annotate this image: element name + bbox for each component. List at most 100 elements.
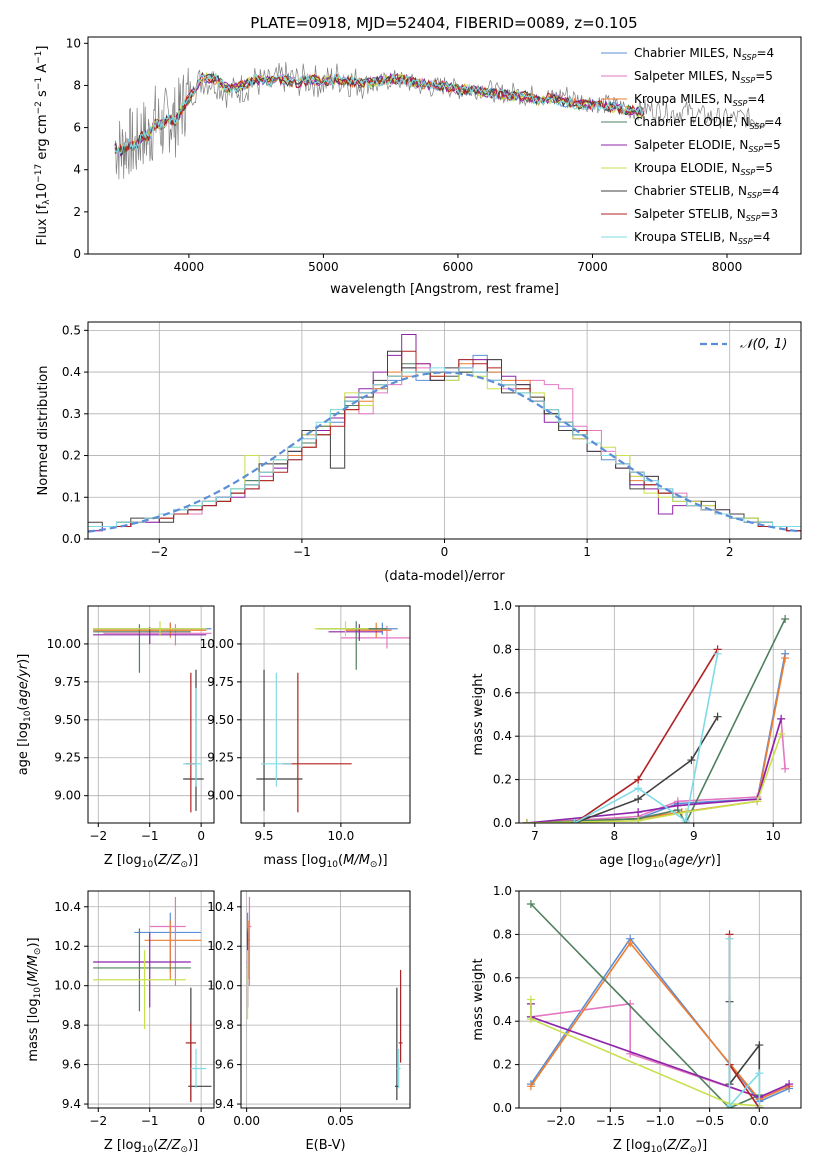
- mass_vs_EBV-xtick-label: 0.00: [233, 1114, 260, 1128]
- mass-weight-Z-line: [728, 938, 761, 1108]
- mass-weight-age-xlabel: age [log10(age/yr)]: [599, 853, 721, 870]
- spectrum-xtick-label: 4000: [174, 260, 205, 274]
- mass-weight-age-marker: [781, 764, 790, 773]
- residuals-xtick-label: 1: [583, 545, 591, 559]
- mass-weight-Z-line: [530, 903, 760, 1108]
- mass_vs_Z-ytick-label: 9.4: [62, 1097, 81, 1111]
- mass-weight-Z-marker: [755, 1104, 764, 1108]
- mass-weight-Z-marker: [526, 1082, 535, 1091]
- mass-vs-EBV-xlabel: E(B-V): [305, 1138, 345, 1153]
- spectrum-panel: 4000 5000 6000 7000 8000 0 2 4 6 8 10 wavelength [A…: [34, 36, 802, 297]
- mass-weight-Z-marker: [785, 1080, 794, 1089]
- age_vs_mass-ytick-label: 9.50: [207, 713, 234, 727]
- residuals-ytick-label: 0.4: [62, 365, 81, 379]
- mass_vs_EBV-frame: [240, 890, 411, 1109]
- mass-weight-age-marker: [777, 714, 786, 723]
- mass_weight_vs_Z-plot-area: [526, 900, 794, 1108]
- residuals-xtick-label: 0: [441, 545, 449, 559]
- mass_vs_EBV-ytick-label: 9.4: [215, 1097, 234, 1111]
- mass_vs_Z-ytick-label: 10.2: [54, 939, 81, 953]
- spectrum-xtick-label: 6000: [443, 260, 474, 274]
- mass-weight-age-ylabel: mass weight: [471, 673, 486, 755]
- residuals-legend: 𝒩(0, 1): [700, 337, 787, 352]
- mass_weight_vs_Z-ytick-label: 0.6: [493, 971, 512, 985]
- mass_vs_Z-panel: −2 −1 0 9.4 9.6 9.8 10.0 10.2 10.4 Z [log10(Z/Z⊙)…: [26, 890, 215, 1155]
- mass_weight_vs_Z-panel: −2.0 −1.5 −1.0 −0.5 0.0 0.0 0.2 0.4 0.6 0.8 1.0 Z […: [471, 884, 802, 1155]
- mass-weight-age-marker: [681, 816, 690, 823]
- mass_vs_EBV-xtick-label: 0.05: [327, 1114, 354, 1128]
- mass_vs_Z-xtick-label: −1: [141, 1114, 159, 1128]
- spectrum-ylabel: Flux [fλ10−17 erg cm−2 s−1 A−1]: [34, 46, 52, 246]
- spectrum-ytick-label: 4: [73, 163, 81, 177]
- mass_weight_vs_age-ytick-label: 0.4: [493, 729, 512, 743]
- mass_vs_Z-ytick-label: 10.4: [54, 900, 81, 914]
- mass-vs-Z-ylabel: mass [log10(M/M⊙)]: [26, 937, 43, 1061]
- age_vs_mass-ytick-label: 9.25: [207, 751, 234, 765]
- spectrum-ytick-label: 6: [73, 121, 81, 135]
- mass-weight-Z-xlabel: Z [log10(Z/Z⊙)]: [613, 1138, 707, 1155]
- age_vs_Z-xtick-label: −1: [141, 829, 159, 843]
- mass_weight_vs_Z-ytick-label: 1.0: [493, 884, 512, 898]
- mass-weight-Z-marker: [626, 939, 635, 948]
- mass-weight-age-marker: [777, 730, 786, 739]
- mass-weight-age-marker: [522, 819, 531, 823]
- mass_weight_vs_age-frame: [518, 605, 802, 824]
- mass_weight_vs_age-panel: 7 8 9 10 0.0 0.2 0.4 0.6 0.8 1.0 age [log10(age/yr…: [471, 599, 802, 870]
- spectrum-xtick-label: 5000: [308, 260, 339, 274]
- mass_weight_vs_age-xtick-label: 7: [531, 829, 539, 843]
- mass-weight-age-marker: [781, 654, 790, 663]
- residuals-xtick-label: −2: [150, 545, 168, 559]
- residuals-xtick-label: −1: [293, 545, 311, 559]
- age_vs_Z-ytick-label: 9.50: [54, 713, 81, 727]
- age_vs_Z-plot-area: [93, 621, 212, 813]
- spectrum-legend: Chabrier MILES, NSSP=4 Salpeter MILES, NS…: [601, 46, 782, 246]
- legend-entry: Salpeter STELIB, NSSP=3: [634, 207, 778, 223]
- gaussian-legend-label: 𝒩(0, 1): [740, 337, 787, 352]
- age-vs-Z-xlabel: Z [log10(Z/Z⊙)]: [104, 853, 198, 870]
- mass-weight-Z-marker: [755, 1069, 764, 1078]
- residuals-frame: [87, 321, 802, 540]
- mass_weight_vs_Z-frame: [518, 890, 802, 1109]
- mass_vs_Z-ytick-label: 9.6: [62, 1058, 81, 1072]
- age_vs_Z-ytick-label: 10.00: [47, 637, 81, 651]
- mass_weight_vs_Z-ytick-label: 0.4: [493, 1014, 512, 1028]
- legend-entry: Kroupa ELODIE, NSSP=5: [634, 161, 773, 177]
- spectrum-xtick-label: 8000: [712, 260, 743, 274]
- mass_weight_vs_age-xtick-label: 9: [690, 829, 698, 843]
- residuals-xlabel: (data-model)/error: [384, 569, 505, 584]
- mass_weight_vs_age-xtick-label: 8: [611, 829, 619, 843]
- mass-weight-age-marker: [687, 756, 696, 765]
- age_vs_Z-ytick-label: 9.00: [54, 789, 81, 803]
- spectrum-xtick-label: 7000: [577, 260, 608, 274]
- mass-weight-Z-line: [530, 999, 760, 1107]
- mass-weight-age-marker: [634, 784, 643, 793]
- mass_weight_vs_age-ytick-label: 1.0: [493, 599, 512, 613]
- age-vs-Z-ylabel: age [log10(age/yr)]: [16, 654, 33, 776]
- age_vs_mass-panel: 9.5 10.0 9.00 9.25 9.50 9.75 10.00 mass [log10(…: [200, 605, 411, 870]
- mass_weight_vs_Z-xtick-label: −0.5: [695, 1114, 724, 1128]
- mass_weight_vs_age-ytick-label: 0.8: [493, 642, 512, 656]
- legend-entry: Chabrier MILES, NSSP=4: [634, 46, 774, 62]
- mass-weight-age-marker: [570, 819, 579, 823]
- age_vs_mass-frame: [240, 605, 411, 824]
- mass-weight-age-marker: [781, 615, 790, 624]
- mass-weight-Z-marker: [526, 1015, 535, 1024]
- legend-entry: Chabrier ELODIE, NSSP=4: [634, 115, 782, 131]
- mass_weight_vs_Z-xtick-label: −1.0: [645, 1114, 674, 1128]
- age_vs_mass-xtick-label: 10.0: [328, 829, 355, 843]
- mass-weight-age-line: [574, 653, 719, 823]
- residuals-ylabel: Normed distribution: [36, 366, 51, 496]
- mass-weight-age-marker: [634, 775, 643, 784]
- residuals-ytick-label: 0.0: [62, 532, 81, 546]
- legend-entry: Kroupa STELIB, NSSP=4: [634, 230, 770, 246]
- age-vs-mass-xlabel: mass [log10(M/M⊙)]: [263, 853, 387, 870]
- figure-title: PLATE=0918, MJD=52404, FIBERID=0089, z=0…: [250, 14, 637, 32]
- mass_vs_EBV-ytick-label: 10.4: [207, 900, 234, 914]
- spectrum-ytick-label: 8: [73, 78, 81, 92]
- mass_vs_EBV-ytick-label: 10.0: [207, 979, 234, 993]
- spectrum-ytick-label: 0: [73, 247, 81, 261]
- mass-weight-age-line: [526, 718, 782, 823]
- residuals-ytick-label: 0.3: [62, 407, 81, 421]
